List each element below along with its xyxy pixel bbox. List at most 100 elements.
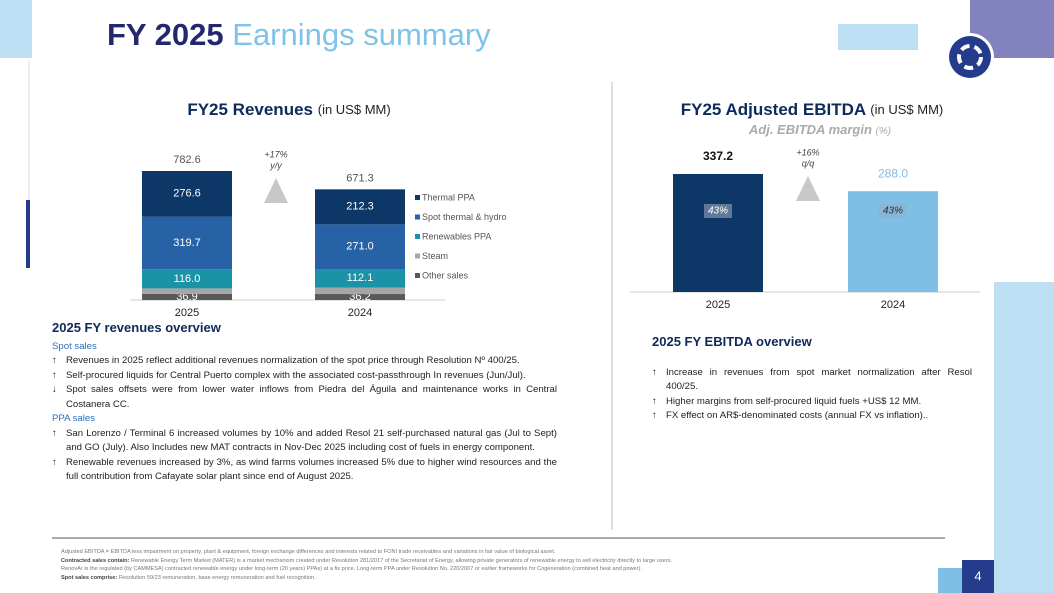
bar xyxy=(848,191,938,292)
deco xyxy=(0,0,32,58)
annotation: +16% xyxy=(796,147,819,157)
arrow: ↑ xyxy=(652,410,657,421)
footnote-text: Renewable Energy Term Market (MATER) is … xyxy=(130,557,672,564)
arrow: ↑ xyxy=(52,427,57,439)
bar-segment xyxy=(142,269,232,289)
bar-segment xyxy=(142,288,232,294)
x-tick-label: 2024 xyxy=(348,307,372,319)
arrow: ↓ xyxy=(52,384,57,395)
section-title: 2025 FY revenues overview xyxy=(52,320,221,335)
arrow xyxy=(264,178,288,203)
data-label: 319.7 xyxy=(173,237,201,249)
legend-swatch xyxy=(415,214,420,220)
margin-label: 43% xyxy=(883,206,903,217)
bullet-text: Increase in revenues from spot market no… xyxy=(666,366,972,393)
page-box xyxy=(962,560,994,593)
title: FY 2025 Earnings summary xyxy=(107,17,491,52)
annotation: q/q xyxy=(802,158,815,168)
margin-box xyxy=(704,204,732,218)
logo xyxy=(957,44,983,70)
data-label: 337.2 xyxy=(703,149,733,163)
bullet-text: FX effect on AR$-denominated costs (annu… xyxy=(666,410,929,421)
deco xyxy=(26,200,30,268)
data-label: 112.1 xyxy=(347,272,374,284)
data-label: 212.3 xyxy=(346,201,374,213)
chart-title: FY25 Revenues (in US$ MM) xyxy=(187,100,390,119)
legend-swatch xyxy=(415,195,420,200)
legend-label: Steam xyxy=(422,251,448,261)
bullet: ↑ Renewable revenues increased by 3%, as … xyxy=(52,456,557,485)
footnote-lead: Contracted sales contain: xyxy=(61,557,130,564)
bullet: ↑ Self-procured liquids for Central Puert… xyxy=(52,369,557,384)
bar-segment xyxy=(315,189,405,225)
footnote: RenovAr is the regulated (by CAMMESA) co… xyxy=(61,565,931,574)
subtitle-main: Adj. EBITDA margin xyxy=(748,122,872,137)
bar-segment xyxy=(142,293,232,300)
ebitda-overview: 2025 FY EBITDA overview ↑ Increase in reve… xyxy=(652,334,972,424)
legend-label: Thermal PPA xyxy=(422,192,475,202)
annotation: +17% xyxy=(264,149,287,159)
deco xyxy=(994,282,1054,593)
bullet-text: Spot sales offsets were from lower water… xyxy=(66,384,557,410)
bar-segment xyxy=(142,171,232,217)
bullet: ↓ Spot sales offsets were from lower wate… xyxy=(52,383,557,412)
margin-label: 43% xyxy=(708,206,728,217)
x-tick-label: 2025 xyxy=(175,307,199,319)
bar-segment xyxy=(315,287,405,295)
legend-label: Renewables PPA xyxy=(422,231,491,241)
arrow: ↑ xyxy=(52,369,57,381)
footnote: Adjusted EBITDA = EBITDA less impairment… xyxy=(61,548,931,557)
annotation: y/y xyxy=(269,160,282,170)
deco xyxy=(838,24,918,50)
bullet: ↑ Increase in revenues from spot market n… xyxy=(652,366,972,395)
bar-segment xyxy=(315,294,405,300)
margin-box xyxy=(879,204,907,218)
revenues-overview: 2025 FY revenues overview Spot sales ↑ Reve… xyxy=(52,320,557,485)
footnote-text: RenovAr is the regulated (by CAMMESA) co… xyxy=(61,566,642,573)
arrow: ↑ xyxy=(652,395,657,407)
bullet: ↑ Revenues in 2025 reflect additional rev… xyxy=(52,354,557,369)
data-label: 271.0 xyxy=(346,241,374,253)
bullet-text: Self-procured liquids for Central Puerto… xyxy=(66,369,526,381)
title-unit: (in US$ MM) xyxy=(318,102,391,117)
bullet: ↑ Higher margins from self-procured liqui… xyxy=(652,395,972,410)
footnote-lead: Spot sales comprise: xyxy=(61,574,118,581)
bar xyxy=(673,174,763,292)
bar-segment xyxy=(142,216,232,270)
subtitle: Adj. EBITDA margin (%) xyxy=(748,122,891,137)
total-label: 782.6 xyxy=(173,154,201,166)
section-heading: Spot sales xyxy=(52,340,97,352)
title-unit: (in US$ MM) xyxy=(870,102,943,117)
bullet-text: Higher margins from self-procured liquid… xyxy=(666,395,922,407)
title-main: FY25 Revenues xyxy=(187,100,313,119)
deco xyxy=(938,568,962,593)
section-title: 2025 FY EBITDA overview xyxy=(652,334,812,349)
arrow xyxy=(796,176,820,201)
bullet-text: San Lorenzo / Terminal 6 increased volum… xyxy=(66,427,557,454)
arrow: ↑ xyxy=(52,355,57,366)
footnote-text: Resolution 59/23 remuneration, base ener… xyxy=(118,574,316,581)
subtitle-unit: (%) xyxy=(876,126,892,137)
bar-segment xyxy=(315,269,405,288)
footnote: Contracted sales contain: Renewable Ener… xyxy=(61,557,931,566)
bullet-text: Renewable revenues increased by 3%, as w… xyxy=(66,456,557,483)
legend-label: Other sales xyxy=(422,270,469,280)
footnote: Spot sales comprise: Resolution 59/23 re… xyxy=(61,574,931,583)
title-main: FY25 Adjusted EBITDA xyxy=(681,100,866,119)
section-heading: PPA sales xyxy=(52,413,96,424)
bullet-text: Revenues in 2025 reflect additional reve… xyxy=(66,355,520,366)
legend-label: Spot thermal & hydro xyxy=(422,212,507,222)
page-number: 4 xyxy=(974,568,981,583)
logo xyxy=(949,36,991,78)
total-label: 671.3 xyxy=(346,172,374,184)
x-tick-label: 2024 xyxy=(881,299,905,311)
arrow: ↑ xyxy=(652,366,657,378)
legend-swatch xyxy=(415,234,420,239)
data-label: 116.0 xyxy=(174,273,201,285)
footnote-text: Adjusted EBITDA = EBITDA less impairment… xyxy=(61,549,556,555)
x-tick-label: 2025 xyxy=(706,299,730,311)
data-label: 276.6 xyxy=(173,188,201,200)
bar-segment xyxy=(315,224,405,270)
